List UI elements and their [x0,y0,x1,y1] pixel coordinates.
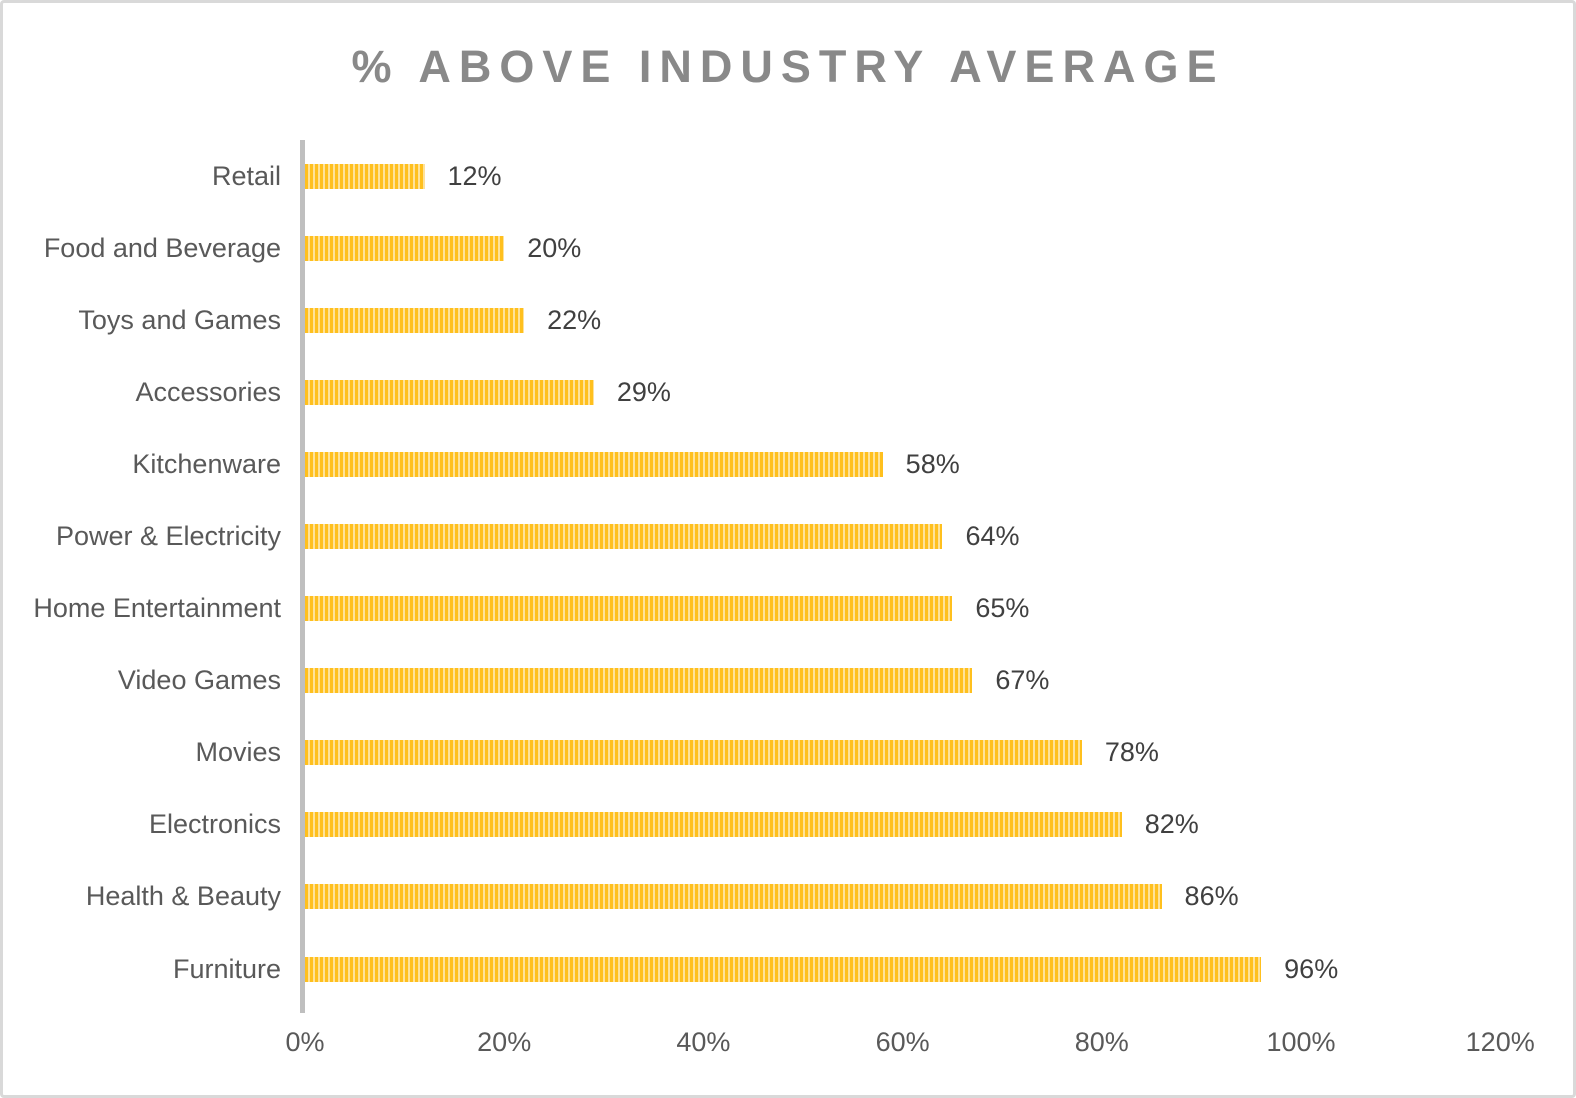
bar-row: Home Entertainment 65% [3,573,1573,645]
data-label: 12% [447,160,502,191]
bar-row: Power & Electricity 64% [3,500,1573,572]
bar [305,596,953,622]
data-label: 29% [616,376,671,407]
bar [305,163,425,189]
bar-row: Accessories 29% [3,356,1573,428]
category-label: Kitchenware [132,448,281,479]
bar-row: Video Games 67% [3,645,1573,717]
category-label: Home Entertainment [33,593,281,624]
bar-row: Retail 12% [3,140,1573,212]
category-label: Toys and Games [78,304,281,335]
bar [305,235,505,261]
bar [305,740,1082,766]
x-axis-tick-labels: 0% 20% 40% 60% 80% 100% 120% [3,1027,1573,1067]
bar-row: Health & Beauty 86% [3,861,1573,933]
bar [305,812,1122,838]
data-label: 58% [905,448,960,479]
category-label: Furniture [172,953,281,984]
bar [305,668,973,694]
bar [305,884,1162,910]
x-axis-tick-label: 20% [477,1027,532,1057]
bar-row: Furniture 96% [3,933,1573,1005]
category-label: Power & Electricity [55,521,281,552]
data-label: 86% [1184,881,1239,912]
data-label: 20% [527,232,582,263]
category-label: Movies [195,737,281,768]
bar [305,956,1262,982]
category-label: Electronics [148,809,281,840]
data-label: 65% [975,593,1030,624]
x-axis-tick-label: 0% [285,1027,325,1057]
bar [305,379,594,405]
data-label: 67% [995,665,1050,696]
x-axis-tick-label: 120% [1465,1027,1535,1057]
data-label: 96% [1284,953,1339,984]
category-label: Video Games [117,665,281,696]
data-label: 82% [1144,809,1199,840]
bar-row: Food and Beverage 20% [3,212,1573,284]
category-label: Health & Beauty [85,881,281,912]
x-axis-tick-label: 80% [1074,1027,1129,1057]
x-axis-tick-label: 60% [875,1027,930,1057]
bar [305,524,943,550]
category-label: Retail [211,160,281,191]
bar-row: Toys and Games 22% [3,284,1573,356]
plot-area: Retail 12% Food and Beverage 20% Toys and Ga… [3,140,1573,1095]
bar-row: Electronics 82% [3,789,1573,861]
bar-row: Movies 78% [3,717,1573,789]
data-label: 64% [965,521,1020,552]
bar [305,451,883,477]
x-axis-tick-label: 40% [676,1027,731,1057]
category-label: Accessories [135,376,281,407]
category-axis-line [300,140,305,1013]
category-label: Food and Beverage [43,232,281,263]
data-label: 22% [547,304,602,335]
bar-row: Kitchenware 58% [3,428,1573,500]
bar-rows: Retail 12% Food and Beverage 20% Toys and Ga… [3,140,1573,1005]
bar [305,307,525,333]
x-axis-tick-label: 100% [1266,1027,1336,1057]
chart-title: % ABOVE INDUSTRY AVERAGE [351,41,1225,92]
data-label: 78% [1104,737,1159,768]
